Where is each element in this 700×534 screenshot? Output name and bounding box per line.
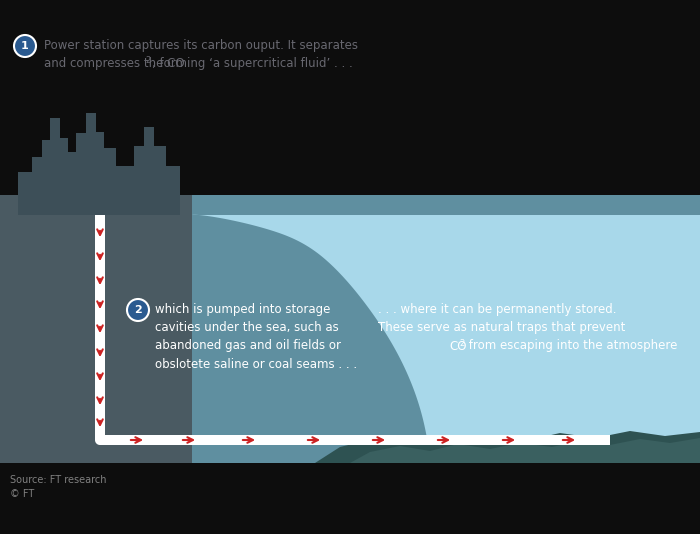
Text: Power station captures its carbon ouput. It separates: Power station captures its carbon ouput.…	[44, 40, 358, 52]
Text: obslotete saline or coal seams . . .: obslotete saline or coal seams . . .	[155, 357, 357, 371]
Text: 2: 2	[459, 339, 464, 348]
Circle shape	[14, 35, 36, 57]
Text: 1: 1	[21, 41, 29, 51]
Polygon shape	[18, 113, 180, 215]
Text: © FT: © FT	[10, 489, 34, 499]
Polygon shape	[95, 435, 105, 445]
Text: , forming ‘a supercritical fluid’ . . .: , forming ‘a supercritical fluid’ . . .	[152, 57, 353, 69]
Bar	[95, 215, 105, 440]
Polygon shape	[0, 195, 700, 463]
Text: abandoned gas and oil fields or: abandoned gas and oil fields or	[155, 340, 341, 352]
Text: 2: 2	[134, 305, 142, 315]
Text: cavities under the sea, such as: cavities under the sea, such as	[155, 321, 339, 334]
Text: from escaping into the atmosphere: from escaping into the atmosphere	[465, 340, 678, 352]
Text: and compresses the CO: and compresses the CO	[44, 57, 185, 69]
Polygon shape	[315, 431, 700, 463]
Bar	[100, 435, 610, 445]
Text: CO: CO	[449, 340, 467, 352]
Text: which is pumped into storage: which is pumped into storage	[155, 303, 330, 317]
Circle shape	[127, 299, 149, 321]
Polygon shape	[0, 195, 192, 463]
Text: These serve as natural traps that prevent: These serve as natural traps that preven…	[378, 321, 625, 334]
Text: Source: FT research: Source: FT research	[10, 475, 106, 485]
Polygon shape	[350, 438, 700, 463]
Text: 2: 2	[146, 56, 151, 65]
Text: . . . where it can be permanently stored.: . . . where it can be permanently stored…	[378, 303, 617, 317]
Polygon shape	[192, 215, 700, 463]
